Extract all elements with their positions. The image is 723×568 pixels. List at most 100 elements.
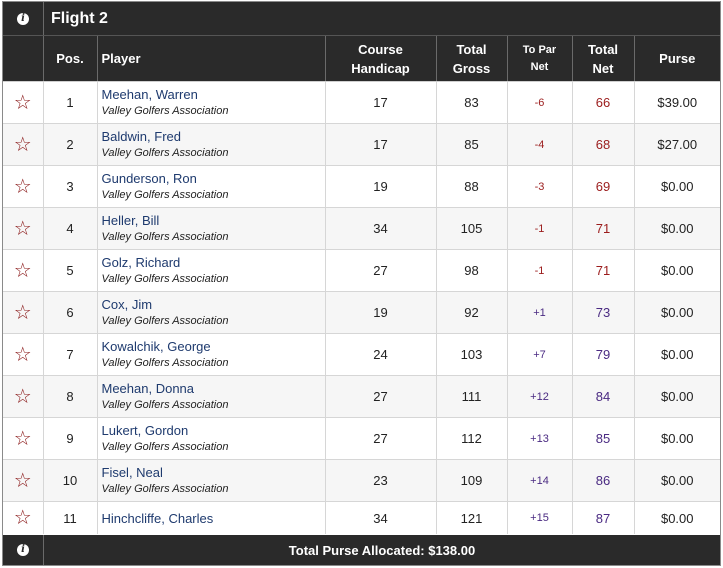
star-outline-icon[interactable]: ☆ [13, 91, 32, 114]
title-info-button[interactable]: i [3, 2, 44, 35]
purse-cell: $0.00 [633, 291, 720, 334]
topar-cell: +1 [506, 291, 572, 334]
net-cell: 73 [571, 291, 634, 334]
player-cell: Fisel, Neal Valley Golfers Association [96, 459, 325, 502]
net-cell: 84 [571, 375, 634, 418]
player-organization: Valley Golfers Association [101, 441, 229, 453]
player-name-link[interactable]: Hinchcliffe, Charles [101, 510, 214, 526]
player-organization: Valley Golfers Association [101, 231, 229, 243]
gross-cell: 111 [435, 375, 507, 418]
topar-cell: -1 [506, 207, 572, 250]
purse-cell: $39.00 [633, 81, 720, 124]
player-name-link[interactable]: Meehan, Warren [101, 87, 198, 102]
player-organization: Valley Golfers Association [101, 357, 229, 369]
pos-cell: 4 [42, 207, 97, 250]
player-organization: Valley Golfers Association [101, 147, 229, 159]
player-cell: Golz, Richard Valley Golfers Association [96, 249, 325, 292]
handicap-cell: 34 [324, 501, 436, 534]
player-name-link[interactable]: Baldwin, Fred [101, 129, 181, 144]
player-name-link[interactable]: Gunderson, Ron [101, 171, 197, 186]
pos-cell: 3 [42, 165, 97, 208]
table-row: ☆ 10 Fisel, Neal Valley Golfers Association… [3, 459, 720, 502]
pos-cell: 9 [42, 417, 97, 460]
purse-cell: $27.00 [633, 123, 720, 166]
player-organization: Valley Golfers Association [101, 105, 229, 117]
table-row: ☆ 5 Golz, Richard Valley Golfers Associatio… [3, 249, 720, 292]
handicap-cell: 17 [324, 81, 436, 124]
star-outline-icon[interactable]: ☆ [13, 217, 32, 240]
net-cell: 87 [571, 501, 634, 534]
favorite-cell: ☆ [3, 123, 43, 166]
topar-cell: -6 [506, 81, 572, 124]
gross-column-header[interactable]: Total Gross [435, 36, 507, 82]
table-row: ☆ 6 Cox, Jim Valley Golfers Association 19 92… [3, 291, 720, 334]
net-header-line1: Total [587, 41, 619, 57]
favorite-cell: ☆ [3, 165, 43, 208]
purse-cell: $0.00 [633, 333, 720, 376]
footer-bar: i Total Purse Allocated: $138.00 [3, 535, 720, 565]
gross-cell: 112 [435, 417, 507, 460]
total-purse-label: Total Purse Allocated: $138.00 [288, 542, 476, 558]
footer-info-button[interactable]: i [3, 535, 44, 565]
net-cell: 85 [571, 417, 634, 460]
topar-column-header[interactable]: To Par Net [506, 36, 572, 82]
player-name-link[interactable]: Fisel, Neal [101, 465, 163, 480]
net-column-header[interactable]: Total Net [571, 36, 634, 82]
pos-cell: 8 [42, 375, 97, 418]
star-outline-icon[interactable]: ☆ [13, 385, 32, 408]
net-cell: 71 [571, 207, 634, 250]
star-outline-icon[interactable]: ☆ [13, 259, 32, 282]
topar-cell: -3 [506, 165, 572, 208]
star-outline-icon[interactable]: ☆ [13, 507, 32, 529]
pos-column-header[interactable]: Pos. [42, 36, 97, 82]
flight-title: Flight 2 [51, 9, 108, 27]
handicap-column-header[interactable]: Course Handicap [324, 36, 436, 82]
net-cell: 66 [571, 81, 634, 124]
pos-cell: 10 [42, 459, 97, 502]
player-cell: Baldwin, Fred Valley Golfers Association [96, 123, 325, 166]
topar-header-line2: Net [530, 60, 549, 73]
gross-cell: 121 [435, 501, 507, 534]
player-name-link[interactable]: Cox, Jim [101, 297, 153, 312]
purse-cell: $0.00 [633, 165, 720, 208]
gross-cell: 83 [435, 81, 507, 124]
net-cell: 68 [571, 123, 634, 166]
pos-cell: 7 [42, 333, 97, 376]
star-outline-icon[interactable]: ☆ [13, 427, 32, 450]
player-organization: Valley Golfers Association [101, 399, 229, 411]
purse-cell: $0.00 [633, 459, 720, 502]
player-name-link[interactable]: Meehan, Donna [101, 381, 195, 396]
topar-cell: +12 [506, 375, 572, 418]
gross-cell: 88 [435, 165, 507, 208]
player-column-header[interactable]: Player [96, 36, 325, 82]
star-outline-icon[interactable]: ☆ [13, 343, 32, 366]
purse-column-header[interactable]: Purse [633, 36, 720, 82]
favorite-cell: ☆ [3, 333, 43, 376]
topar-cell: +14 [506, 459, 572, 502]
star-outline-icon[interactable]: ☆ [13, 175, 32, 198]
handicap-cell: 17 [324, 123, 436, 166]
gross-cell: 105 [435, 207, 507, 250]
player-name-link[interactable]: Golz, Richard [101, 255, 181, 270]
star-outline-icon[interactable]: ☆ [13, 133, 32, 156]
player-cell: Kowalchik, George Valley Golfers Associat… [96, 333, 325, 376]
gross-cell: 92 [435, 291, 507, 334]
topar-cell: +7 [506, 333, 572, 376]
topar-header-line1: To Par [522, 43, 557, 56]
purse-cell: $0.00 [633, 375, 720, 418]
topar-cell: +13 [506, 417, 572, 460]
star-outline-icon[interactable]: ☆ [13, 301, 32, 324]
player-name-link[interactable]: Kowalchik, George [101, 339, 211, 354]
handicap-cell: 24 [324, 333, 436, 376]
pos-cell: 1 [42, 81, 97, 124]
topar-cell: -1 [506, 249, 572, 292]
gross-cell: 109 [435, 459, 507, 502]
player-cell: Heller, Bill Valley Golfers Association [96, 207, 325, 250]
player-name-link[interactable]: Heller, Bill [101, 213, 160, 228]
handicap-cell: 27 [324, 417, 436, 460]
star-outline-icon[interactable]: ☆ [13, 469, 32, 492]
favorite-cell: ☆ [3, 81, 43, 124]
player-name-link[interactable]: Lukert, Gordon [101, 423, 189, 438]
handicap-cell: 27 [324, 375, 436, 418]
table-row: ☆ 4 Heller, Bill Valley Golfers Association… [3, 207, 720, 250]
